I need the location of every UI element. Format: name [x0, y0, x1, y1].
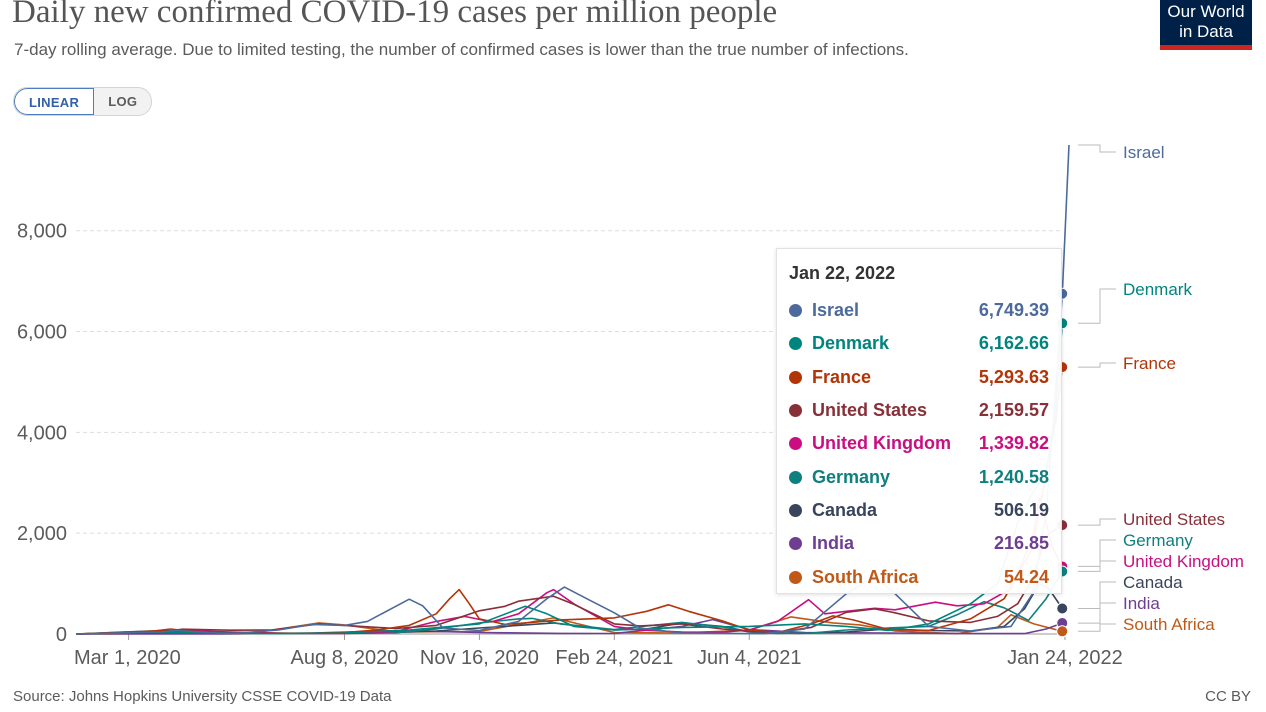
end-labels: Israel Denmark France United States Germany U…	[1078, 143, 1244, 634]
tooltip-series-value: 1,339.82	[978, 433, 1049, 454]
logo-line-2: in Data	[1179, 22, 1233, 41]
end-label-connector	[1078, 288, 1116, 324]
log-scale-button[interactable]: LOG	[108, 94, 138, 109]
end-label-connector	[1078, 539, 1116, 572]
x-tick-label: Jun 4, 2021	[697, 647, 802, 669]
end-label-connector	[1078, 623, 1116, 632]
end-label-israel[interactable]: Israel	[1123, 143, 1165, 162]
tooltip-series-name: United Kingdom	[812, 433, 951, 454]
tooltip-row: Canada 506.19	[789, 494, 1049, 527]
end-label-connector	[1078, 560, 1116, 567]
tooltip-row: Germany 1,240.58	[789, 460, 1049, 493]
end-label-connector	[1078, 581, 1116, 609]
x-tick-label: Mar 1, 2020	[74, 647, 181, 669]
logo-line-1: Our World	[1167, 2, 1245, 21]
end-label-connector	[1078, 602, 1116, 624]
tooltip-rows: Israel 6,749.39 Denmark 6,162.66 France 5,293…	[789, 294, 1049, 594]
y-tick-label: 6,000	[17, 322, 67, 344]
series-color-dot	[789, 337, 802, 351]
end-label-germany[interactable]: Germany	[1123, 531, 1193, 550]
hover-marker	[1056, 625, 1069, 638]
end-label-connector	[1078, 144, 1116, 153]
series-color-dot	[789, 470, 802, 484]
tooltip-row: Israel 6,749.39	[789, 294, 1049, 327]
tooltip-row: Denmark 6,162.66	[789, 327, 1049, 360]
series-color-dot	[789, 437, 802, 451]
end-label-connector	[1078, 362, 1116, 368]
tooltip-series-name: Denmark	[812, 333, 890, 354]
tooltip-series-value: 5,293.63	[978, 366, 1049, 387]
tooltip-series-value: 6,162.66	[978, 333, 1049, 354]
end-label-india[interactable]: India	[1123, 594, 1160, 613]
y-axis-ticks: 0 2,000 4,000 6,000 8,000	[17, 221, 67, 646]
x-tick-label: Jan 24, 2022	[1007, 647, 1123, 669]
tooltip-series-name: United States	[812, 400, 928, 421]
license-link[interactable]: CC BY	[1205, 688, 1251, 705]
tooltip-row: France 5,293.63	[789, 361, 1049, 394]
tooltip-series-value: 54.24	[1003, 566, 1049, 587]
x-axis-ticks: Mar 1, 2020 Aug 8, 2020 Nov 16, 2020 Feb 24…	[74, 634, 1123, 669]
tooltip-series-name: Germany	[812, 466, 891, 487]
hover-marker	[1056, 602, 1069, 615]
source-note[interactable]: Source: Johns Hopkins University CSSE CO…	[13, 688, 392, 705]
tooltip-series-name: Canada	[812, 499, 878, 520]
y-tick-label: 8,000	[17, 221, 67, 243]
tooltip-date: Jan 22, 2022	[789, 263, 896, 283]
tooltip-series-value: 6,749.39	[978, 300, 1049, 321]
tooltip-row: South Africa 54.24	[789, 560, 1049, 593]
chart-title: Daily new confirmed COVID-19 cases per m…	[12, 0, 778, 30]
tooltip-row: India 216.85	[789, 527, 1049, 560]
tooltip-series-value: 216.85	[993, 533, 1049, 554]
end-label-canada[interactable]: Canada	[1123, 573, 1183, 592]
tooltip-series-value: 506.19	[993, 499, 1049, 520]
scale-toggle: LINEAR LOG	[13, 87, 153, 116]
x-tick-label: Feb 24, 2021	[555, 647, 673, 669]
series-color-dot	[789, 304, 802, 318]
series-line-israel[interactable]	[75, 144, 1070, 635]
y-tick-label: 0	[56, 624, 67, 646]
tooltip-series-name: India	[812, 533, 855, 554]
end-label-connector	[1078, 518, 1116, 526]
end-label-denmark[interactable]: Denmark	[1123, 280, 1192, 299]
series-color-dot	[789, 537, 802, 551]
y-tick-label: 2,000	[17, 523, 67, 545]
series-color-dot	[789, 370, 802, 384]
hover-tooltip: Jan 22, 2022 Israel 6,749.39 Denmark 6,162.…	[776, 248, 1062, 594]
linear-scale-button[interactable]: LINEAR	[14, 88, 95, 115]
chart-subtitle: 7-day rolling average. Due to limited te…	[14, 40, 909, 59]
tooltip-row: United States 2,159.57	[789, 394, 1049, 427]
tooltip-series-name: Israel	[812, 300, 860, 321]
end-label-united-kingdom[interactable]: United Kingdom	[1123, 552, 1244, 571]
end-label-united-states[interactable]: United States	[1123, 510, 1225, 529]
series-color-dot	[789, 570, 802, 584]
y-tick-label: 4,000	[17, 422, 67, 444]
tooltip-series-name: South Africa	[812, 566, 919, 587]
series-color-dot	[789, 404, 802, 418]
tooltip-series-name: France	[812, 366, 872, 387]
tooltip-row: United Kingdom 1,339.82	[789, 427, 1049, 460]
end-label-france[interactable]: France	[1123, 354, 1176, 373]
x-tick-label: Nov 16, 2020	[420, 647, 539, 669]
x-tick-label: Aug 8, 2020	[291, 647, 399, 669]
tooltip-series-value: 2,159.57	[978, 400, 1049, 421]
series-lines	[75, 144, 1070, 635]
series-color-dot	[789, 503, 802, 517]
tooltip-series-value: 1,240.58	[978, 466, 1049, 487]
owid-logo[interactable]: Our World in Data	[1160, 0, 1252, 50]
end-label-south-africa[interactable]: South Africa	[1123, 615, 1215, 634]
